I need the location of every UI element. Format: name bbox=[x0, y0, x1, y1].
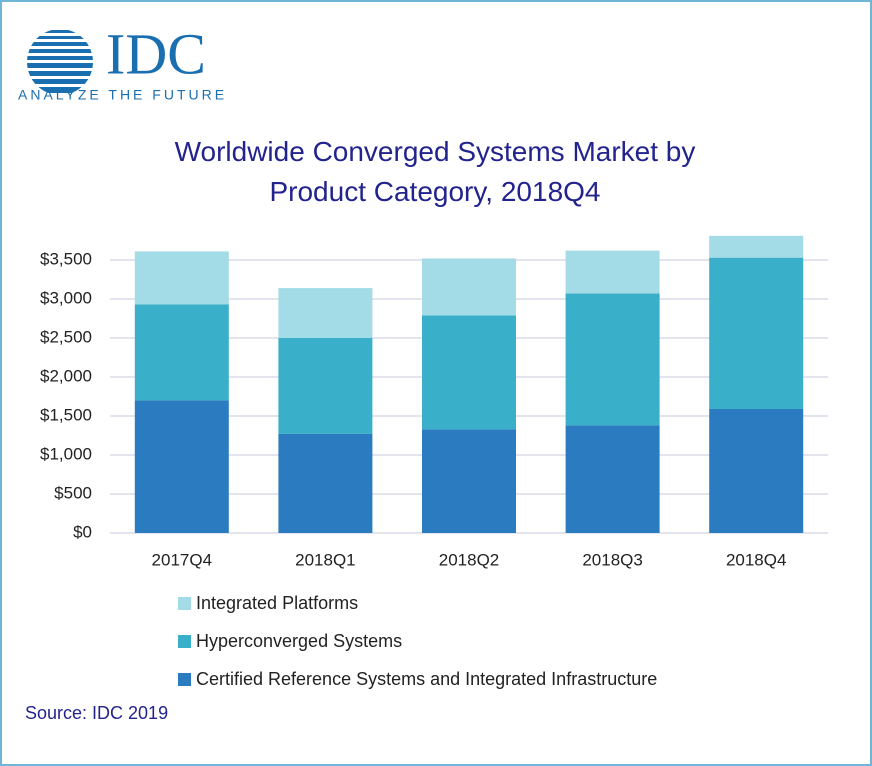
y-tick-label: $2,500 bbox=[40, 327, 92, 346]
y-tick-label: $3,000 bbox=[40, 288, 92, 307]
logo-mark bbox=[27, 30, 93, 93]
bar-segment bbox=[278, 288, 373, 338]
bar-segment bbox=[709, 257, 804, 409]
logo-name: IDC bbox=[106, 21, 206, 86]
x-tick-label: 2017Q4 bbox=[152, 550, 213, 569]
bar-segment bbox=[134, 304, 229, 401]
bar-segment bbox=[709, 408, 804, 533]
y-tick-label: $1,000 bbox=[40, 444, 92, 463]
y-tick-label: $2,000 bbox=[40, 366, 92, 385]
logo-tagline: ANALYZE THE FUTURE bbox=[18, 87, 227, 103]
x-tick-label: 2018Q4 bbox=[726, 550, 787, 569]
bar-segment bbox=[565, 425, 660, 533]
legend-label: Hyperconverged Systems bbox=[196, 631, 402, 651]
bar-segment bbox=[422, 315, 516, 430]
bar-segment bbox=[422, 429, 516, 533]
legend-label: Certified Reference Systems and Integrat… bbox=[196, 669, 657, 689]
y-tick-label: $500 bbox=[54, 483, 92, 502]
x-tick-label: 2018Q3 bbox=[582, 550, 643, 569]
bar-segment bbox=[565, 250, 660, 294]
bar-segment bbox=[709, 235, 804, 258]
bar-segment bbox=[565, 293, 660, 426]
y-tick-label: $0 bbox=[73, 522, 92, 541]
legend-swatch bbox=[178, 635, 191, 648]
source: Source: IDC 2019 bbox=[25, 703, 168, 723]
bar-segment bbox=[134, 251, 229, 305]
x-tick-label: 2018Q2 bbox=[439, 550, 500, 569]
legend-swatch bbox=[178, 597, 191, 610]
bar-segment bbox=[278, 433, 373, 533]
legend-label: Integrated Platforms bbox=[196, 593, 358, 613]
bar-segment bbox=[422, 258, 516, 316]
chart-title: Worldwide Converged Systems Market by Pr… bbox=[174, 136, 696, 207]
bar-segment bbox=[278, 338, 373, 434]
x-tick-label: 2018Q1 bbox=[295, 550, 356, 569]
y-tick-label: $3,500 bbox=[40, 249, 92, 268]
y-tick-label: $1,500 bbox=[40, 405, 92, 424]
legend-swatch bbox=[178, 673, 191, 686]
bar-segment bbox=[134, 400, 229, 533]
